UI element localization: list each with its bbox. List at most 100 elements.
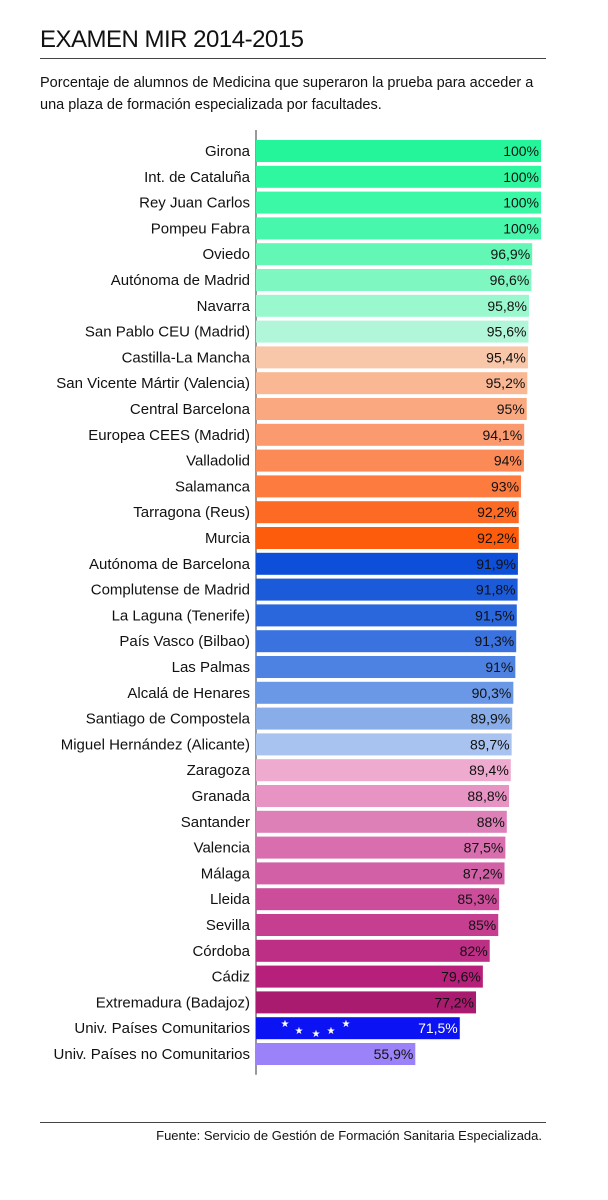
category-label: Salamanca [175,478,251,495]
bar [256,191,541,214]
bar [256,140,541,162]
bar [256,1017,460,1040]
category-label: Santiago de Compostela [86,711,251,728]
bar [256,991,477,1014]
value-label: 94% [494,453,522,469]
category-label: Murcia [205,530,251,547]
value-label: 79,6% [441,969,481,985]
bar [256,914,499,936]
value-label: 88,8% [467,788,507,804]
category-label: Complutense de Madrid [91,582,250,599]
category-label: Málaga [201,865,251,882]
category-label: Int. de Cataluña [144,169,251,186]
value-label: 91,8% [476,582,516,598]
value-label: 100% [503,143,539,159]
value-label: 90,3% [472,685,512,701]
value-label: 89,4% [469,762,509,778]
star-icon: ★ [312,1029,321,1040]
bar [256,527,519,549]
bar [256,733,512,756]
bar-chart: Girona 100% Int. de Cataluña 100% Rey Juan C… [54,130,541,1075]
category-label: Santander [181,814,250,831]
chart-subtitle: Porcentaje de alumnos de Medicina que su… [40,75,534,113]
star-icon: ★ [281,1019,290,1030]
category-label: Rey Juan Carlos [139,195,250,212]
category-label: Navarra [197,298,251,315]
star-icon: ★ [342,1019,351,1030]
value-label: 95,6% [487,324,527,340]
bar [256,346,528,369]
category-label: País Vasco (Bilbao) [119,633,250,650]
category-label: Granada [192,788,251,805]
value-label: 95,4% [486,349,526,365]
bar [256,294,530,317]
bar [256,681,514,704]
bar [256,243,533,266]
category-label: Extremadura (Badajoz) [96,994,250,1011]
bar [256,269,532,291]
category-label: Miguel Hernández (Alicante) [61,736,250,753]
bar [256,836,506,859]
value-label: 82% [460,943,488,959]
bar [256,630,517,653]
bar [256,423,525,446]
value-label: 94,1% [482,427,522,443]
category-label: Lleida [210,891,251,908]
bar [256,578,518,601]
value-label: 85,3% [457,891,497,907]
category-label: Castilla-La Mancha [122,349,251,366]
category-label: La Laguna (Tenerife) [112,607,250,624]
value-label: 95,2% [486,375,526,391]
category-label: San Pablo CEU (Madrid) [85,324,250,341]
bar [256,810,507,833]
value-label: 91% [485,659,513,675]
chart-title: EXAMEN MIR 2014-2015 [40,26,304,53]
bar [256,552,518,575]
value-label: 89,9% [471,711,511,727]
bar [256,785,510,807]
value-label: 87,5% [464,840,504,856]
category-label: Autónoma de Madrid [111,272,250,289]
source-rule [40,1122,546,1123]
category-label: San Vicente Mártir (Valencia) [56,375,250,392]
value-label: 93% [491,478,519,494]
bar [256,372,528,395]
value-label: 95% [497,401,525,417]
star-icon: ★ [295,1026,304,1037]
category-label: Cádiz [212,969,250,986]
value-label: 100% [503,169,539,185]
bar [256,1043,416,1065]
category-label: Europea CEES (Madrid) [88,427,250,444]
value-label: 89,7% [470,736,510,752]
bar [256,320,529,343]
value-label: 96,6% [490,272,530,288]
bar [256,398,527,420]
title-rule [40,58,546,59]
value-label: 91,3% [475,633,515,649]
value-label: 92,2% [477,504,517,520]
value-label: 92,2% [477,530,517,546]
bar [256,217,541,240]
value-label: 91,9% [476,556,516,572]
category-label: Alcalá de Henares [127,685,250,702]
category-label: Sevilla [206,917,251,934]
value-label: 100% [503,195,539,211]
category-label: Pompeu Fabra [151,220,251,237]
category-label: Oviedo [202,246,250,263]
category-label: Univ. Países no Comunitarios [54,1046,250,1063]
category-label: Valencia [194,840,251,857]
value-label: 71,5% [418,1020,458,1036]
value-label: 85% [468,917,496,933]
value-label: 100% [503,220,539,236]
bar [256,165,541,188]
star-icon: ★ [327,1026,336,1037]
bar [256,501,519,524]
bar [256,888,500,911]
category-label: Autónoma de Barcelona [89,556,251,573]
value-label: 91,5% [475,607,515,623]
value-label: 87,2% [463,865,503,881]
bar [256,656,516,678]
category-label: Univ. Países Comunitarios [74,1020,250,1037]
bar [256,965,483,988]
source-note: Fuente: Servicio de Gestión de Formación… [156,1128,542,1143]
